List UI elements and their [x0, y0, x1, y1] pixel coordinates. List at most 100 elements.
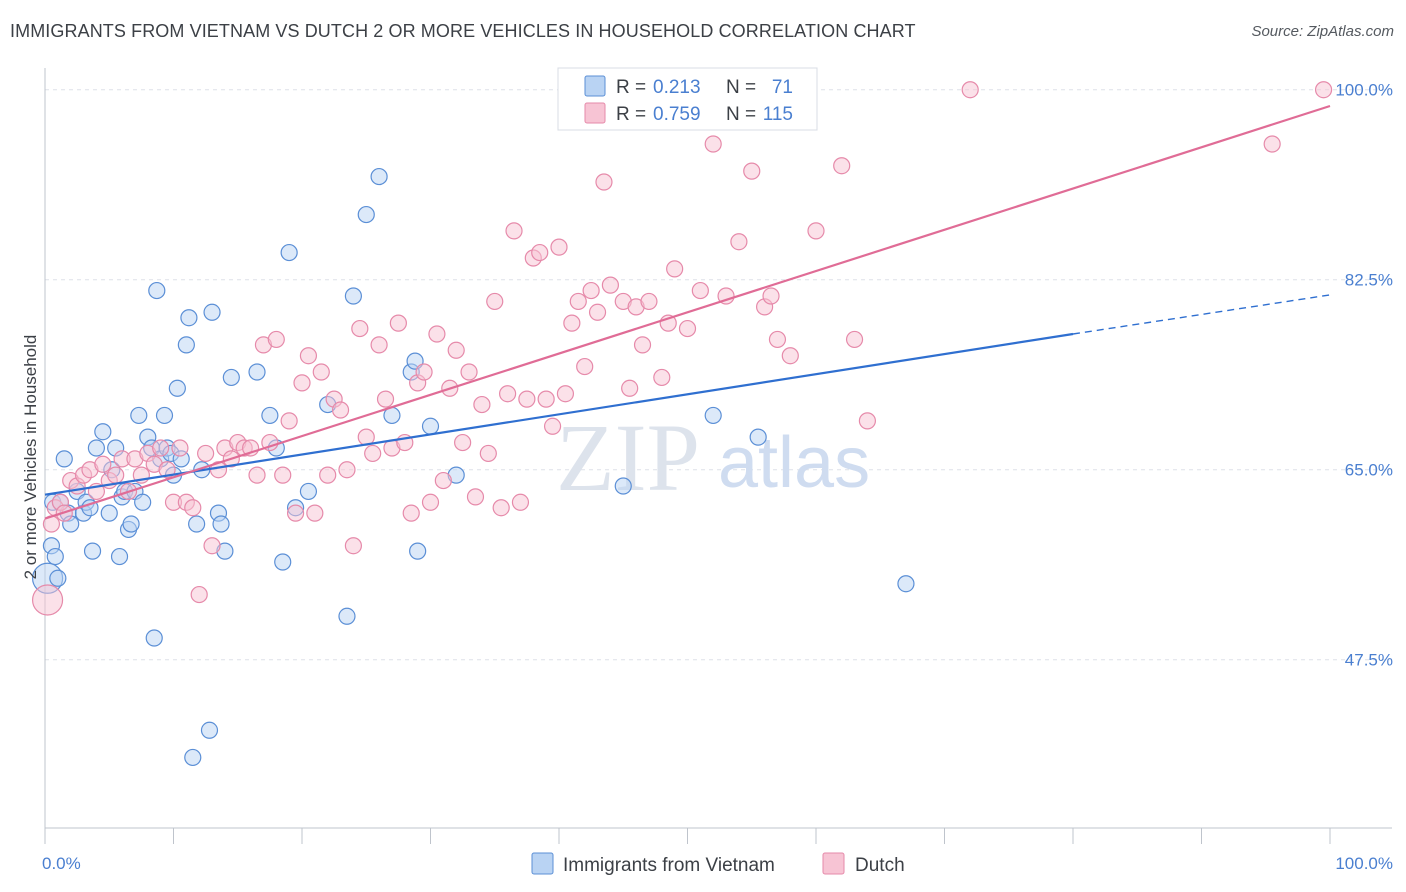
- vietnam-point: [122, 515, 140, 533]
- axes: [44, 68, 1392, 844]
- vietnam-point: [134, 493, 152, 511]
- y-axis-label: 2 or more Vehicles in Household: [21, 335, 40, 580]
- vietnam-point: [261, 406, 279, 425]
- legend-n-label-dutch: N =: [726, 104, 756, 125]
- vietnam-point: [184, 748, 202, 767]
- dutch-point: [158, 461, 176, 479]
- dutch-point: [447, 341, 465, 359]
- dutch-point: [280, 412, 298, 430]
- trend-line-dutch: [44, 104, 1331, 520]
- dutch-point: [31, 584, 64, 616]
- dutch-point: [537, 390, 555, 408]
- dutch-point: [473, 395, 491, 414]
- chart-title: IMMIGRANTS FROM VIETNAM VS DUTCH 2 OR MO…: [10, 21, 916, 41]
- dutch-point: [666, 260, 684, 278]
- vietnam-point: [177, 336, 195, 354]
- vietnam-point: [344, 287, 362, 305]
- bottom-legend-swatch-dutch: [822, 852, 845, 875]
- dutch-point: [961, 81, 979, 99]
- dutch-point: [691, 281, 709, 300]
- dutch-point: [768, 330, 787, 349]
- vietnam-point: [200, 721, 219, 739]
- watermark: ZIP atlas: [556, 404, 870, 511]
- dutch-point: [595, 173, 613, 191]
- dutch-point: [389, 314, 407, 332]
- vietnam-point: [203, 303, 221, 321]
- y-tick-label: 82.5%: [1345, 271, 1393, 290]
- dutch-point: [306, 504, 324, 522]
- dutch-point: [107, 466, 125, 484]
- legend-swatch-dutch: [584, 102, 606, 124]
- vietnam-point: [87, 439, 106, 457]
- vietnam-point: [357, 205, 375, 224]
- legend-n-value-dutch: 115: [763, 104, 793, 125]
- y-tick-label: 65.0%: [1345, 461, 1393, 480]
- dutch-point: [203, 537, 221, 555]
- vietnam-point: [145, 629, 163, 647]
- dutch-point: [466, 488, 485, 506]
- x-tick-label: 100.0%: [1335, 854, 1393, 873]
- dutch-point: [576, 357, 594, 376]
- dutch-point: [415, 363, 433, 381]
- dutch-point: [518, 390, 536, 408]
- dutch-point: [569, 292, 587, 311]
- trend-lines: [44, 104, 1331, 520]
- dutch-point: [434, 471, 452, 490]
- vietnam-point: [274, 553, 292, 571]
- dutch-point: [556, 385, 575, 403]
- dutch-point: [621, 379, 639, 397]
- dutch-point: [274, 466, 292, 484]
- vietnam-point: [704, 406, 722, 425]
- bottom-legend-label-vietnam: Immigrants from Vietnam: [563, 855, 775, 876]
- legend-swatch-vietnam: [584, 75, 606, 97]
- trend-line-vietnam-extension: [1072, 294, 1331, 335]
- x-tick-label: 0.0%: [42, 854, 81, 873]
- dutch-point: [351, 319, 369, 338]
- vietnam-point: [168, 379, 186, 397]
- vietnam-point: [897, 575, 915, 593]
- dutch-point: [319, 466, 337, 484]
- legend-n-value-vietnam: 71: [772, 77, 793, 98]
- legend-r-label-dutch: R =: [616, 104, 646, 125]
- dutch-point: [499, 385, 517, 403]
- dutch-point: [743, 162, 761, 180]
- dutch-point: [338, 461, 356, 479]
- dutch-point: [460, 363, 478, 381]
- dutch-point: [286, 504, 305, 522]
- legend: R = 0.213 N = 71 R = 0.759 N = 115: [557, 67, 818, 131]
- y-tick-label: 47.5%: [1345, 651, 1393, 670]
- dutch-point: [653, 368, 671, 387]
- watermark-atlas: atlas: [718, 423, 870, 503]
- vietnam-point: [155, 406, 174, 425]
- dutch-point: [184, 499, 202, 517]
- bottom-legend: Immigrants from Vietnam Dutch: [531, 852, 905, 876]
- dutch-point: [531, 243, 549, 262]
- vietnam-point: [280, 243, 298, 262]
- dutch-point: [248, 466, 266, 484]
- dutch-point: [267, 330, 285, 349]
- dutch-point: [730, 233, 748, 251]
- dutch-point: [364, 444, 382, 463]
- dutch-point: [428, 325, 446, 343]
- vietnam-point: [130, 406, 148, 425]
- vietnam-point: [188, 515, 206, 533]
- dutch-point: [331, 401, 350, 419]
- dutch-point: [858, 412, 877, 430]
- vietnam-point: [749, 428, 767, 446]
- dutch-point: [94, 455, 112, 473]
- dutch-point: [505, 222, 523, 240]
- dutch-point: [402, 504, 420, 522]
- vietnam-point: [222, 368, 240, 387]
- dutch-point: [344, 537, 362, 555]
- dutch-point: [190, 585, 208, 604]
- vietnam-point: [100, 504, 118, 522]
- dutch-point: [781, 347, 799, 365]
- tick-labels: 47.5% 65.0% 82.5% 100.0% 0.0% 100.0%: [42, 81, 1393, 873]
- series-dutch-points: [31, 81, 1333, 616]
- dutch-point: [807, 222, 825, 240]
- chart-source: Source: ZipAtlas.com: [1251, 23, 1394, 40]
- vietnam-point: [338, 607, 356, 625]
- dutch-point: [762, 287, 780, 305]
- vietnam-point: [110, 547, 129, 566]
